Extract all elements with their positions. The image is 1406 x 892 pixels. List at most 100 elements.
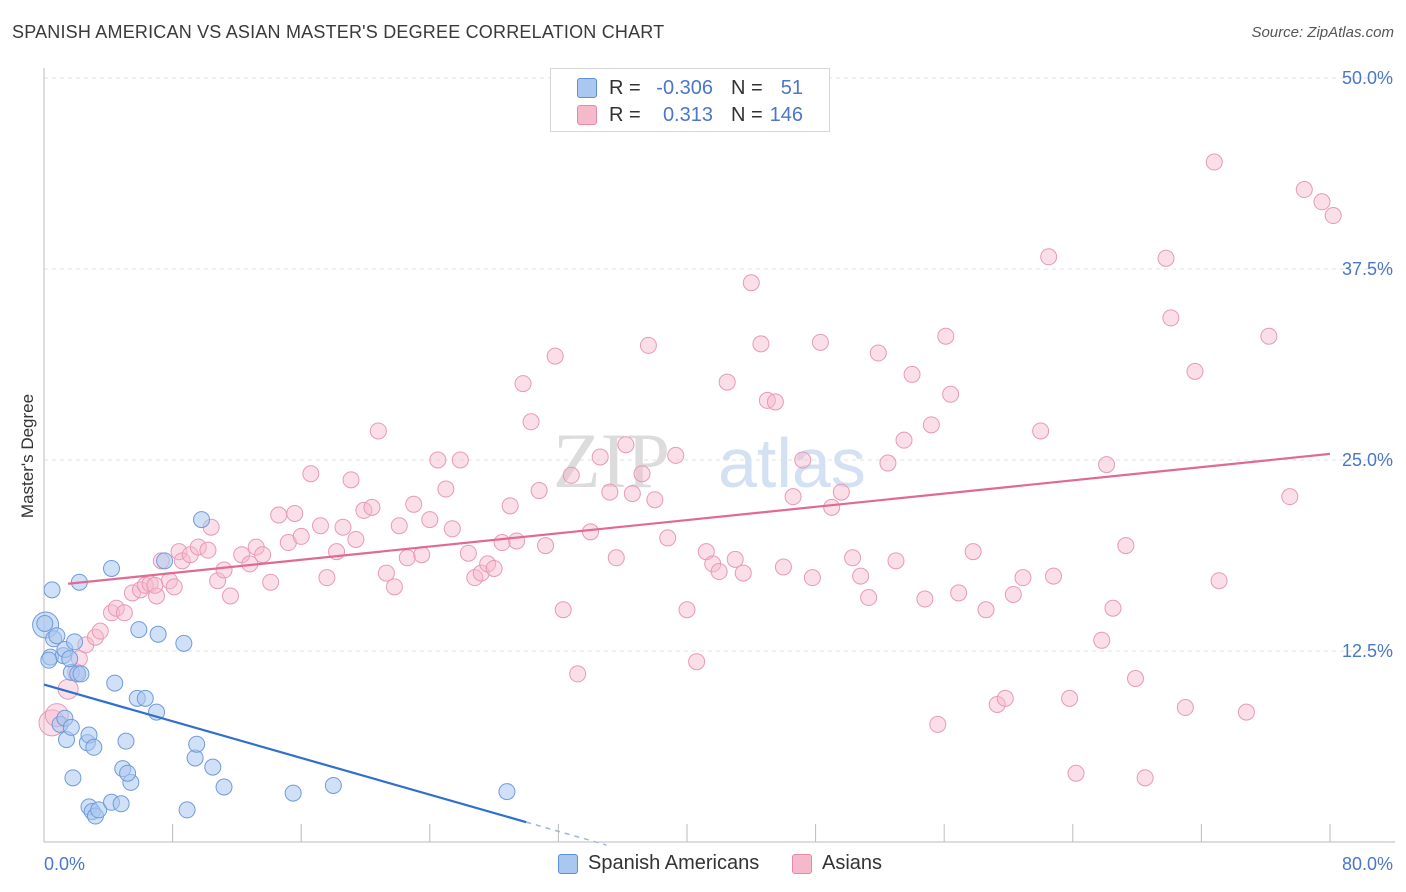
asian-point [678,601,696,619]
asian-point [1136,769,1154,787]
asian-point [1061,689,1079,707]
asian-point [887,552,905,570]
asian-point [107,599,125,617]
spanish-american-point [106,674,124,692]
asian-point [472,564,490,582]
legend-r-value: -0.306 [656,77,713,99]
spanish-americans-trend-extension [526,821,607,846]
asian-point [633,465,651,483]
asian-point [823,498,841,516]
asian-point [996,689,1014,707]
asian-point [942,385,960,403]
asian-point [262,573,280,591]
asian-point [508,532,526,550]
asian-point [1098,456,1116,474]
asian-point [646,491,664,509]
bottom-legend-label: Spanish Americans [588,852,760,874]
asian-point [1260,327,1278,345]
asian-point [1210,572,1228,590]
asian-point [405,495,423,513]
asian-point [726,550,744,568]
asian-point [659,529,677,547]
asian-point [869,344,887,362]
asian-point [852,567,870,585]
y-tick-label: 12.5% [1342,641,1393,661]
asian-point [546,347,564,365]
asian-point [254,546,272,564]
spanish-american-point [48,627,66,645]
asian-point [443,520,461,538]
y-tick-label: 37.5% [1342,259,1393,279]
spanish-american-point [284,784,302,802]
asian-point [215,561,233,579]
asian-point [530,482,548,500]
bottom-legend-label: Asians [822,852,883,874]
spanish-american-point [136,689,154,707]
asian-point [209,572,227,590]
asian-point [334,518,352,536]
asian-point [1093,631,1111,649]
asian-point [1281,488,1299,506]
asian-point [1162,309,1180,327]
asian-point [493,534,511,552]
x-tick-label-min: 0.0% [44,854,85,874]
asian-point [1126,670,1144,688]
asian-point [286,504,304,522]
asian-point [1004,585,1022,603]
spanish-american-point [90,801,108,819]
watermark-zip: ZIP [553,417,670,504]
asian-point [485,559,503,577]
asians-trend-line [67,452,1331,585]
asian-point [421,511,439,529]
asian-point [569,665,587,683]
asian-point [562,466,580,484]
bottom-legend-swatch-pink [792,854,812,874]
asian-point [1186,362,1204,380]
legend-row-asians: R = 0.313 N = 146 [551,102,829,128]
asian-point [292,527,310,545]
legend-swatch-pink [577,105,597,125]
asian-point [710,563,728,581]
asian-point [270,506,288,524]
spanish-american-point [188,735,206,753]
spanish-american-point [119,764,137,782]
asian-point [617,436,635,454]
asian-point [170,543,188,561]
asian-point [514,375,532,393]
legend-n-label: N = [731,77,763,99]
spanish-american-point [193,511,211,529]
bottom-legend-swatch-blue [558,854,578,874]
asian-point [639,336,657,354]
chart-title: SPANISH AMERICAN VS ASIAN MASTER'S DEGRE… [12,22,665,42]
spanish-americans-trend-line [43,683,527,824]
asian-point [742,274,760,292]
asian-point [390,517,408,535]
y-tick-label: 25.0% [1342,450,1393,470]
asian-point [977,601,995,619]
asian-point [1157,249,1175,267]
asian-point [844,549,862,567]
y-tick-label: 50.0% [1342,68,1393,88]
asian-point [591,448,609,466]
asian-point [718,373,736,391]
spanish-american-point [61,650,79,668]
trend-lines [43,452,1331,846]
asian-point [302,465,320,483]
asian-point [199,541,217,559]
asian-point [922,416,940,434]
spanish-american-point [112,795,130,813]
legend-n-label: N = [731,104,763,126]
asian-point [165,578,183,596]
asian-point [895,431,913,449]
asian-point [803,569,821,587]
asian-point [794,451,812,469]
asian-point [459,544,477,562]
asian-point [1040,248,1058,266]
asian-point [398,549,416,567]
asian-point [1324,207,1342,225]
asian-point [879,454,897,472]
asian-point [860,589,878,607]
asian-point [429,451,447,469]
asian-point [1067,764,1085,782]
spanish-american-point [178,801,196,819]
